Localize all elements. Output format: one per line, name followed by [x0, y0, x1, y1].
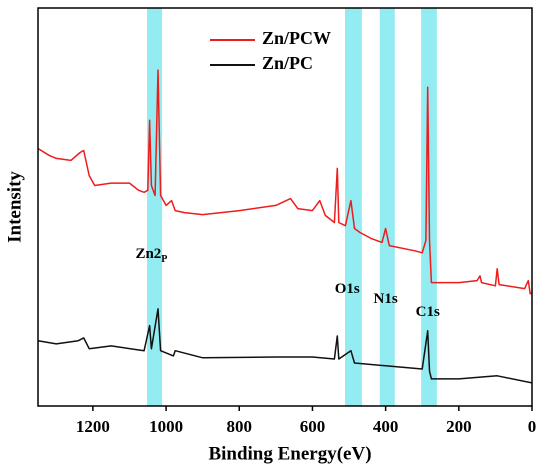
annotation-text: O1s — [335, 281, 360, 297]
x-tick-label: 600 — [300, 417, 326, 436]
x-tick-label: 800 — [227, 417, 253, 436]
annotation-text: Zn2 — [135, 246, 161, 262]
annotation: Zn2P — [135, 246, 167, 265]
x-tick-label: 200 — [446, 417, 472, 436]
legend-label: Zn/PC — [262, 53, 313, 73]
x-tick-label: 400 — [373, 417, 399, 436]
annotation: O1s — [335, 281, 360, 297]
highlight-band — [345, 8, 362, 406]
x-tick-label: 1000 — [149, 417, 183, 436]
annotation: C1s — [416, 304, 440, 320]
annotation: N1s — [374, 291, 398, 307]
annotation-text: C1s — [416, 304, 440, 320]
x-axis-title: Binding Energy(eV) — [208, 443, 371, 464]
series-line — [37, 308, 533, 384]
series-line — [37, 69, 533, 295]
y-axis-title: Intensity — [4, 171, 25, 243]
annotation-text: N1s — [374, 291, 398, 307]
annotation-subscript: P — [161, 254, 167, 265]
plot-frame — [37, 7, 533, 407]
x-tick-label: 1200 — [76, 417, 110, 436]
legend-label: Zn/PCW — [262, 28, 331, 48]
x-tick-label: 0 — [528, 417, 537, 436]
highlight-band — [379, 8, 395, 406]
